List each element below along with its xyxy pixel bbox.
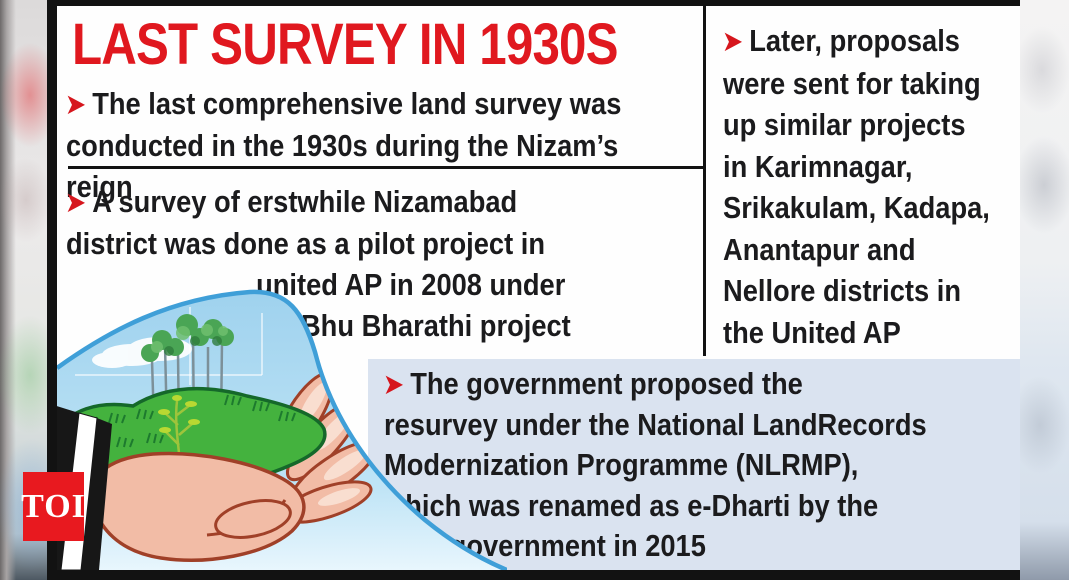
bottom-box-text: ➤ The government proposed the resurvey un… [384, 364, 1011, 567]
bottom-box-line-4: which was renamed as e-Dharti by the [384, 487, 879, 523]
bullet-arrow-icon: ➤ [384, 369, 404, 399]
bullet-1: ➤ The last comprehensive land survey was … [66, 83, 673, 207]
bullet-2-line-4: Bhu Bharathi project [300, 308, 571, 343]
bullet-arrow-icon: ➤ [66, 187, 86, 217]
plant-leaves [158, 395, 200, 433]
right-col-line-1: Later, proposals [749, 23, 960, 58]
bullet-1-line-2: conducted in the 1930s during the Nizam’… [66, 128, 619, 204]
right-col-line-5: Srikakulam, Kadapa, [723, 190, 990, 225]
yellow-plant [164, 400, 194, 454]
right-col-line-8: the United AP [723, 314, 901, 350]
bullet-2-line-2: district was done as a pilot project in [66, 226, 546, 261]
frame-left-border [47, 0, 57, 580]
bullet-2-line-3: united AP in 2008 under [256, 267, 566, 302]
horizontal-divider [68, 166, 703, 169]
headline: LAST SURVEY IN 1930S [72, 12, 618, 77]
right-col-line-6: Anantapur and [723, 231, 916, 267]
right-col-line-3: up similar projects [723, 107, 966, 142]
bullet-arrow-icon: ➤ [66, 89, 86, 119]
blurred-background-right [1020, 0, 1069, 580]
hand-palm [89, 451, 306, 562]
toi-logo-text: TOI [21, 487, 86, 525]
right-col-line-4: in Karimnagar, [723, 148, 913, 184]
bullet-arrow-icon: ➤ [723, 26, 743, 56]
bullet-line: ➤ A survey of erstwhile Nizamabad [66, 181, 673, 223]
bullet-1-line-1: The last comprehensive land survey was [92, 86, 622, 121]
right-col-line-2: were sent for taking [723, 65, 981, 101]
bottom-highlight-box: ➤ The government proposed the resurvey un… [368, 359, 1020, 570]
vertical-divider [703, 6, 706, 356]
bullet-2: ➤ A survey of erstwhile Nizamabad distric… [66, 181, 673, 346]
bottom-box-line-3: Modernization Programme (NLRMP), [384, 447, 859, 482]
bullet-line: ➤ The last comprehensive land survey was [66, 83, 673, 125]
circle-outline [57, 289, 507, 570]
hand-holding-land-illustration [57, 289, 507, 570]
right-col-line-7: Nellore districts in [723, 273, 962, 308]
bullet-line: ➤ The government proposed the [384, 364, 1011, 405]
bullet-2-line-1: A survey of erstwhile Nizamabad [92, 184, 518, 219]
toi-logo: TOI [21, 472, 86, 541]
right-column: ➤ Later, proposals were sent for taking u… [723, 20, 1019, 353]
bottom-box-line-2: resurvey under the National LandRecords [384, 406, 927, 442]
bullet-line: ➤ Later, proposals [723, 20, 1019, 63]
frame-top-border [47, 0, 1020, 6]
frame-bottom-border [47, 570, 1020, 580]
bottom-box-line-1: The government proposed the [410, 366, 803, 401]
